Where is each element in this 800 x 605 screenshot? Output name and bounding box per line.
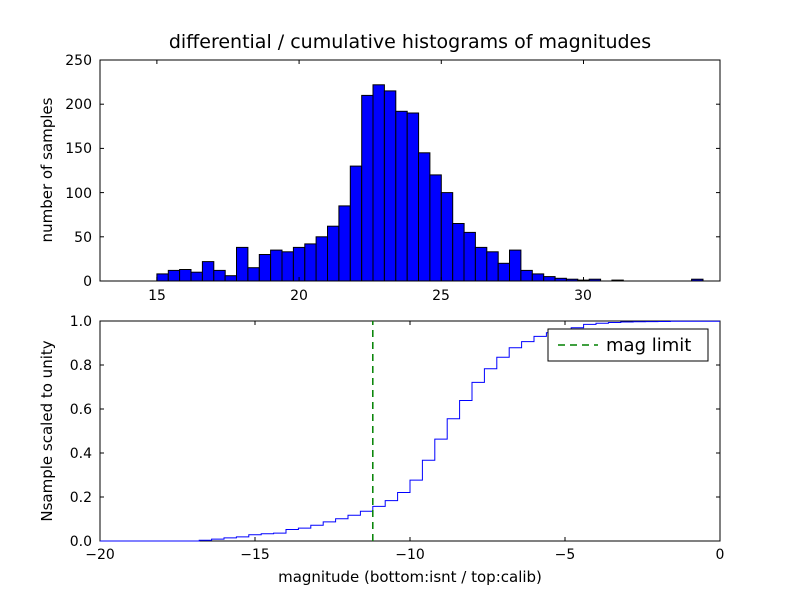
top-xtick-label: 25 xyxy=(432,288,450,304)
bottom-xtick-label: −5 xyxy=(555,547,576,563)
cdf-step-line xyxy=(100,320,720,542)
histogram-bar xyxy=(338,205,351,282)
bottom-ytick-label: 0.8 xyxy=(70,358,92,374)
histogram-bar xyxy=(167,269,181,282)
histogram-bar xyxy=(201,261,215,282)
bottom-ytick-label: 1.0 xyxy=(70,314,92,330)
top-ytick-label: 100 xyxy=(65,186,92,202)
histogram-bar xyxy=(452,223,465,282)
cdf-group xyxy=(100,320,720,542)
top-ytick-label: 150 xyxy=(65,141,92,157)
histogram-bar xyxy=(281,251,294,282)
histogram-bar xyxy=(509,249,522,282)
histogram-bar xyxy=(247,267,260,282)
top-xtick-label: 15 xyxy=(148,288,166,304)
bottom-ytick-label: 0.6 xyxy=(70,402,92,418)
histogram-bars-group xyxy=(156,84,704,282)
bottom-xtick-label: −20 xyxy=(85,547,115,563)
histogram-bar xyxy=(315,236,329,282)
histogram-bar xyxy=(486,251,499,282)
histogram-bar xyxy=(497,262,511,282)
top-ytick-label: 0 xyxy=(83,274,92,290)
histogram-bar xyxy=(418,152,431,282)
histogram-bar xyxy=(429,174,442,282)
histogram-bar xyxy=(440,192,454,282)
bottom-ytick-label: 0.4 xyxy=(70,446,92,462)
bottom-ytick-label: 0.0 xyxy=(70,534,92,550)
bottom-xtick-label: 0 xyxy=(716,547,725,563)
histogram-bar xyxy=(304,243,317,282)
top-ytick-label: 200 xyxy=(65,97,92,113)
histogram-bar xyxy=(474,246,488,282)
top-xtick-label: 30 xyxy=(574,288,592,304)
histogram-bar xyxy=(292,246,306,282)
histogram-bar xyxy=(224,275,238,282)
bottom-x-axis-label: magnitude (bottom:isnt / top:calib) xyxy=(278,568,542,586)
histogram-bar xyxy=(543,276,556,282)
top-ytick-label: 50 xyxy=(74,230,92,246)
histogram-bar xyxy=(372,84,385,282)
bottom-ytick-label: 0.2 xyxy=(70,490,92,506)
histogram-bar xyxy=(520,269,533,282)
top-ytick-label: 250 xyxy=(65,53,92,69)
histogram-bar xyxy=(213,269,226,282)
top-plot-frame xyxy=(99,59,721,282)
histogram-bar xyxy=(270,249,283,282)
bottom-plot-frame xyxy=(99,320,721,542)
histogram-bar xyxy=(190,271,203,282)
top-xtick-label: 20 xyxy=(290,288,308,304)
histogram-bar xyxy=(327,225,340,282)
legend: mag limit xyxy=(547,328,709,362)
histogram-bar xyxy=(236,246,249,282)
top-y-axis-label: number of samples xyxy=(38,97,56,242)
histogram-bar xyxy=(383,90,397,282)
histogram-bar xyxy=(258,254,272,282)
histogram-bar xyxy=(179,269,192,282)
histogram-bar xyxy=(156,273,169,282)
chart-title: differential / cumulative histograms of … xyxy=(169,31,651,53)
histogram-bar xyxy=(349,165,363,282)
histogram-bar xyxy=(406,112,420,282)
bottom-xtick-label: −10 xyxy=(395,547,425,563)
bottom-y-axis-label: Nsample scaled to unity xyxy=(38,340,56,521)
histogram-bar xyxy=(395,110,408,282)
histogram-bar xyxy=(361,94,374,282)
legend-label: mag limit xyxy=(606,335,691,356)
bottom-xtick-label: −15 xyxy=(240,547,270,563)
histogram-bar xyxy=(531,273,545,282)
histogram-bar xyxy=(463,231,476,282)
